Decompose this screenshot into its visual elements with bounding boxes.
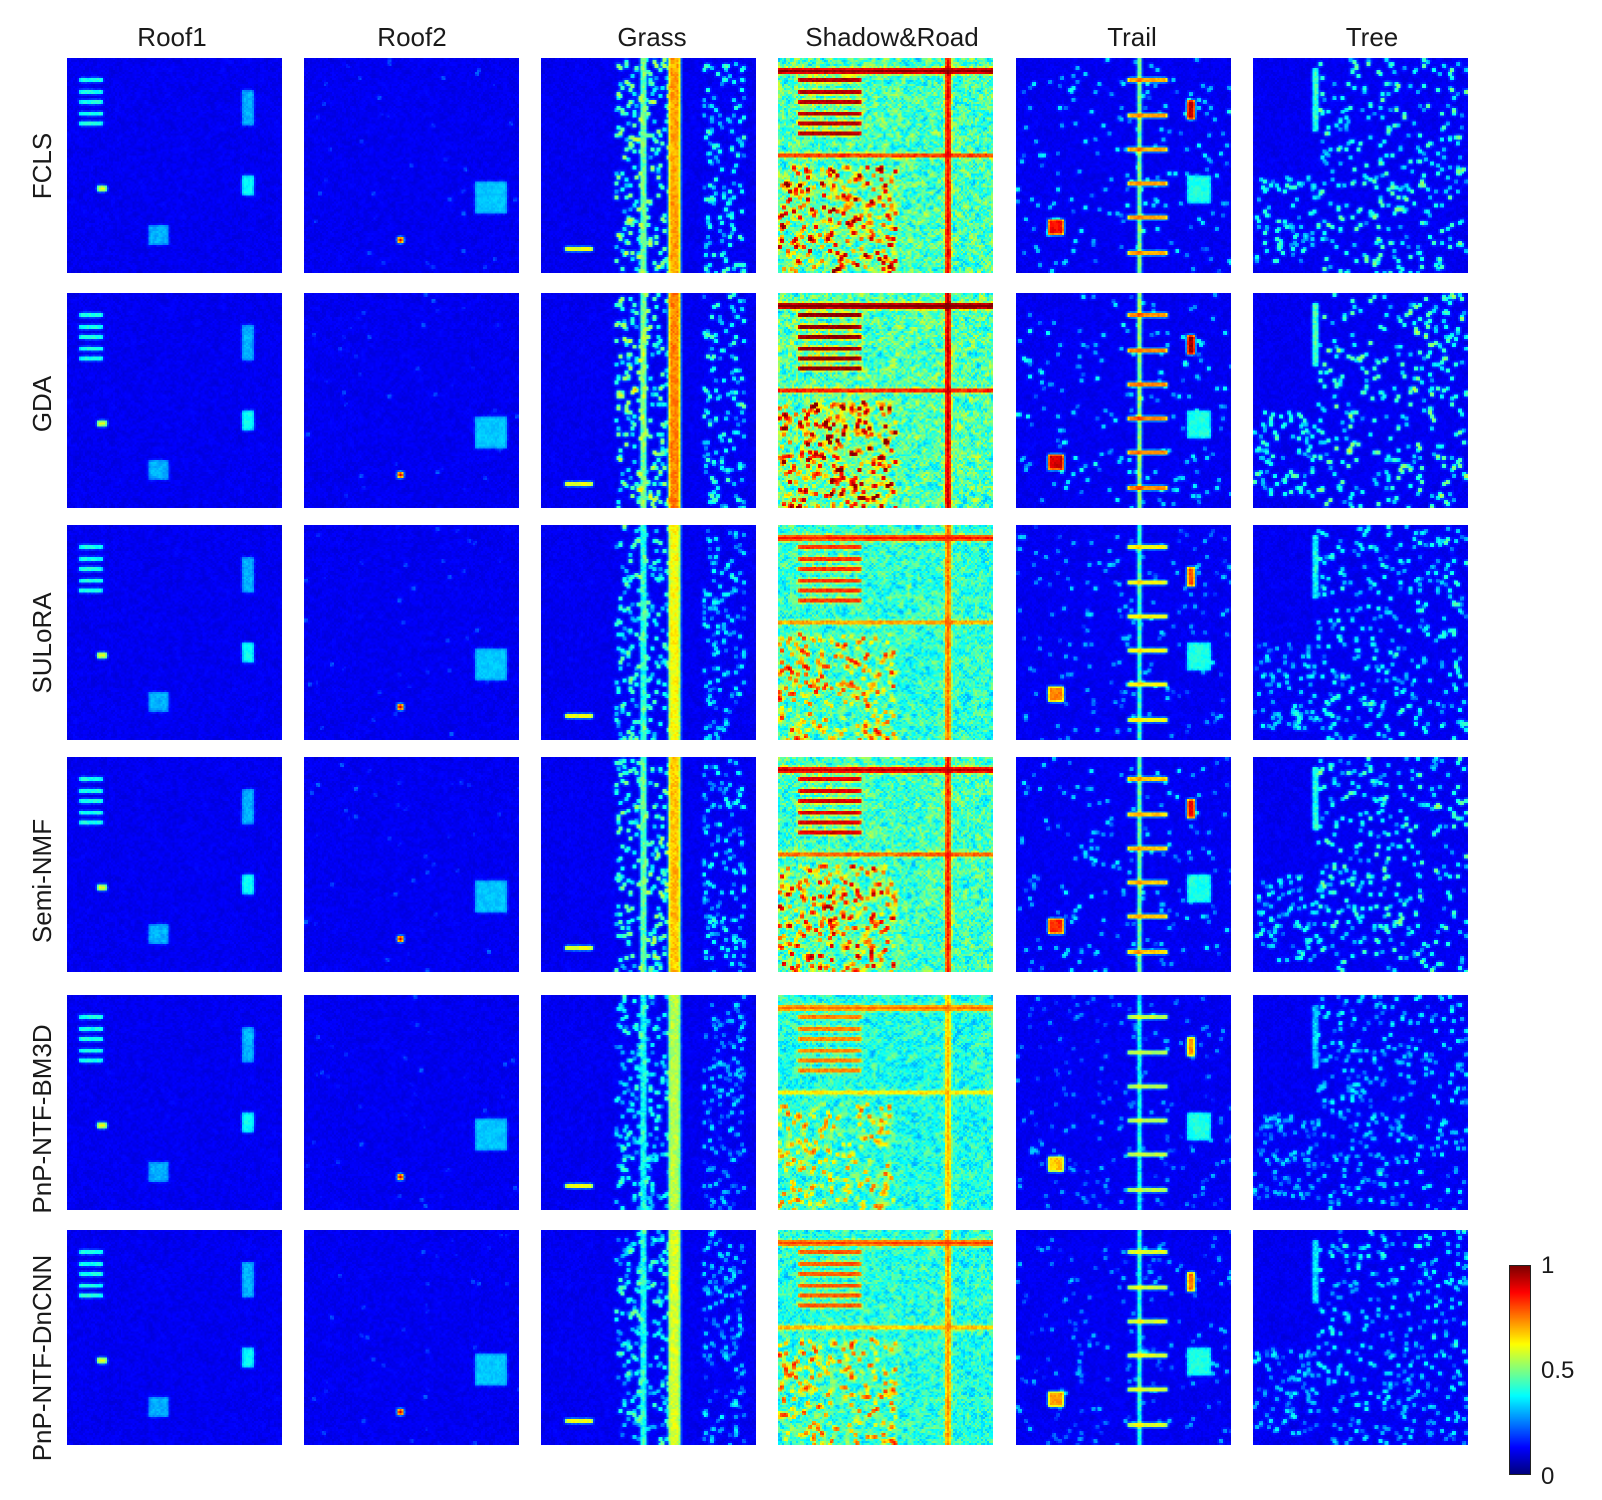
abundance-map-panel — [67, 58, 282, 273]
abundance-map-panel — [778, 1230, 993, 1445]
abundance-map-image — [67, 757, 282, 972]
row-label-gda: GDA — [27, 375, 57, 433]
abundance-map-image — [778, 58, 993, 273]
abundance-map-image — [541, 293, 756, 508]
abundance-map-panel — [1253, 995, 1468, 1210]
abundance-map-image — [1253, 58, 1468, 273]
colorbar-tick-max: 1 — [1541, 1252, 1555, 1279]
abundance-map-image — [778, 1230, 993, 1445]
colorbar — [1509, 1265, 1531, 1475]
abundance-map-image — [67, 293, 282, 508]
abundance-map-image — [304, 1230, 519, 1445]
column-title-shadow-road: Shadow&Road — [805, 22, 979, 52]
abundance-map-panel — [1016, 1230, 1231, 1445]
abundance-map-panel — [304, 293, 519, 508]
abundance-map-panel — [67, 293, 282, 508]
abundance-map-panel — [304, 58, 519, 273]
abundance-map-image — [1253, 757, 1468, 972]
abundance-map-image — [1253, 1230, 1468, 1445]
row-label-pnp-ntf-dncnn: PnP-NTF-DnCNN — [27, 1254, 57, 1462]
row-label-pnp-ntf-bm3d: PnP-NTF-BM3D — [27, 1024, 57, 1214]
abundance-map-image — [304, 293, 519, 508]
abundance-map-panel — [778, 995, 993, 1210]
abundance-map-panel — [1253, 1230, 1468, 1445]
abundance-map-image — [1016, 293, 1231, 508]
abundance-map-image — [304, 58, 519, 273]
abundance-map-panel — [304, 525, 519, 740]
abundance-map-panel — [778, 525, 993, 740]
abundance-map-panel — [304, 757, 519, 972]
abundance-map-panel — [1016, 995, 1231, 1210]
abundance-map-panel — [1016, 293, 1231, 508]
abundance-map-image — [1253, 995, 1468, 1210]
abundance-map-panel — [1016, 757, 1231, 972]
abundance-map-panel — [1016, 58, 1231, 273]
abundance-map-image — [304, 525, 519, 740]
abundance-map-image — [67, 995, 282, 1210]
abundance-map-panel — [541, 757, 756, 972]
abundance-map-image — [304, 995, 519, 1210]
abundance-map-image — [778, 995, 993, 1210]
abundance-map-image — [778, 757, 993, 972]
abundance-map-image — [1016, 995, 1231, 1210]
abundance-map-panel — [304, 995, 519, 1210]
abundance-map-image — [541, 995, 756, 1210]
column-title-tree: Tree — [1345, 22, 1399, 52]
abundance-map-image — [1253, 525, 1468, 740]
column-title-trail: Trail — [1107, 22, 1157, 52]
abundance-map-image — [1016, 1230, 1231, 1445]
abundance-map-image — [778, 525, 993, 740]
abundance-map-image — [67, 525, 282, 740]
abundance-map-panel — [541, 58, 756, 273]
abundance-map-panel — [541, 525, 756, 740]
abundance-map-image — [67, 1230, 282, 1445]
abundance-map-image — [541, 1230, 756, 1445]
abundance-map-panel — [1253, 293, 1468, 508]
abundance-map-image — [67, 58, 282, 273]
colorbar-tick-mid: 0.5 — [1541, 1357, 1575, 1384]
abundance-map-panel — [1016, 525, 1231, 740]
abundance-map-panel — [541, 293, 756, 508]
column-title-grass: Grass — [617, 22, 687, 52]
abundance-map-panel — [67, 995, 282, 1210]
abundance-map-panel — [778, 58, 993, 273]
abundance-map-panel — [1253, 58, 1468, 273]
row-label-fcls: FCLS — [27, 132, 57, 200]
abundance-map-image — [304, 757, 519, 972]
abundance-map-panel — [67, 757, 282, 972]
abundance-map-image — [1016, 757, 1231, 972]
row-label-semi-nmf: Semi-NMF — [27, 818, 57, 944]
abundance-map-panel — [541, 995, 756, 1210]
row-label-sulora: SULoRA — [27, 592, 57, 694]
abundance-map-panel — [778, 757, 993, 972]
abundance-map-panel — [304, 1230, 519, 1445]
abundance-map-image — [1016, 58, 1231, 273]
abundance-map-panel — [67, 1230, 282, 1445]
abundance-map-image — [541, 757, 756, 972]
abundance-map-panel — [1253, 525, 1468, 740]
colorbar-tick-min: 0 — [1541, 1463, 1555, 1490]
abundance-map-panel — [541, 1230, 756, 1445]
abundance-map-panel — [1253, 757, 1468, 972]
abundance-map-image — [1016, 525, 1231, 740]
abundance-map-panel — [778, 293, 993, 508]
abundance-map-image — [541, 58, 756, 273]
abundance-map-panel — [67, 525, 282, 740]
abundance-map-image — [778, 293, 993, 508]
abundance-map-image — [1253, 293, 1468, 508]
abundance-map-image — [541, 525, 756, 740]
column-title-roof2: Roof2 — [377, 22, 447, 52]
column-title-roof1: Roof1 — [137, 22, 207, 52]
